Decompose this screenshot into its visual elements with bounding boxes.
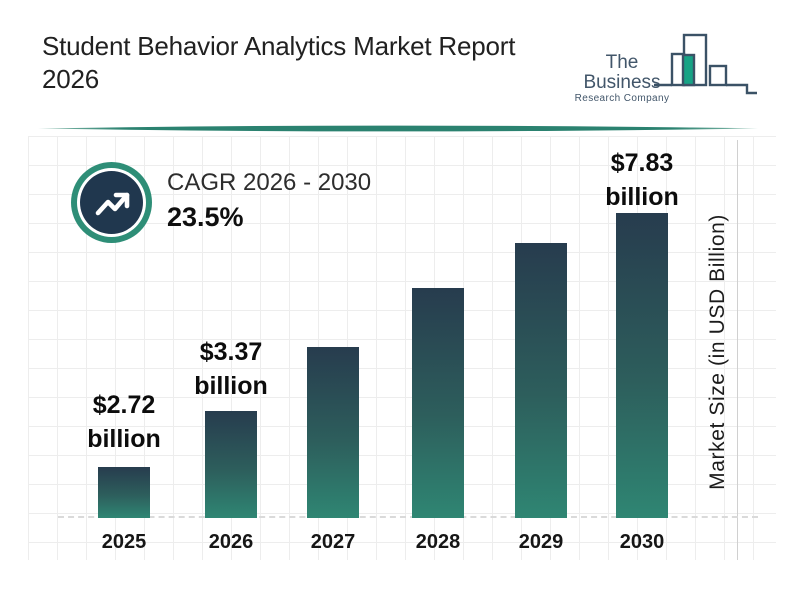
right-axis-line bbox=[737, 140, 738, 560]
x-tick-2029: 2029 bbox=[518, 531, 564, 553]
x-tick-2030: 2030 bbox=[619, 531, 665, 553]
trending-up-icon bbox=[95, 192, 129, 215]
cagr-period-label: CAGR 2026 - 2030 bbox=[167, 169, 372, 196]
x-tick-2025: 2025 bbox=[101, 531, 147, 553]
section-divider bbox=[38, 125, 758, 132]
x-axis-baseline bbox=[58, 516, 758, 518]
bar-2028 bbox=[412, 288, 464, 518]
company-logo: The Business Research Company bbox=[566, 28, 766, 104]
x-tick-2026: 2026 bbox=[208, 531, 254, 553]
y-axis-title: Market Size (in USD Billion) bbox=[706, 214, 729, 490]
cagr-text: CAGR 2026 - 2030 23.5% bbox=[167, 169, 371, 233]
bar-2025 bbox=[98, 467, 150, 518]
cagr-badge bbox=[71, 162, 152, 243]
bar-chart-logo-icon bbox=[654, 33, 757, 95]
value-label-2030: $7.83 billion bbox=[605, 149, 679, 211]
bar-2027 bbox=[307, 347, 359, 518]
bar-2030 bbox=[616, 213, 668, 518]
value-label-2025: $2.72 billion bbox=[87, 391, 161, 453]
x-tick-2027: 2027 bbox=[310, 531, 356, 553]
bar-2029 bbox=[515, 243, 567, 518]
x-tick-2028: 2028 bbox=[415, 531, 461, 553]
company-logo-text: The Business Research Company bbox=[568, 52, 676, 105]
page-title-line1: Student Behavior Analytics Market Report bbox=[42, 31, 516, 61]
cagr-value: 23.5% bbox=[167, 202, 244, 232]
company-name: The Business bbox=[583, 52, 661, 93]
value-label-2026: $3.37 billion bbox=[194, 338, 268, 400]
bar-2026 bbox=[205, 411, 257, 518]
company-subname: Research Company bbox=[574, 93, 670, 104]
page-title-line2: 2026 bbox=[42, 64, 100, 94]
page-title: Student Behavior Analytics Market Report… bbox=[42, 30, 572, 96]
